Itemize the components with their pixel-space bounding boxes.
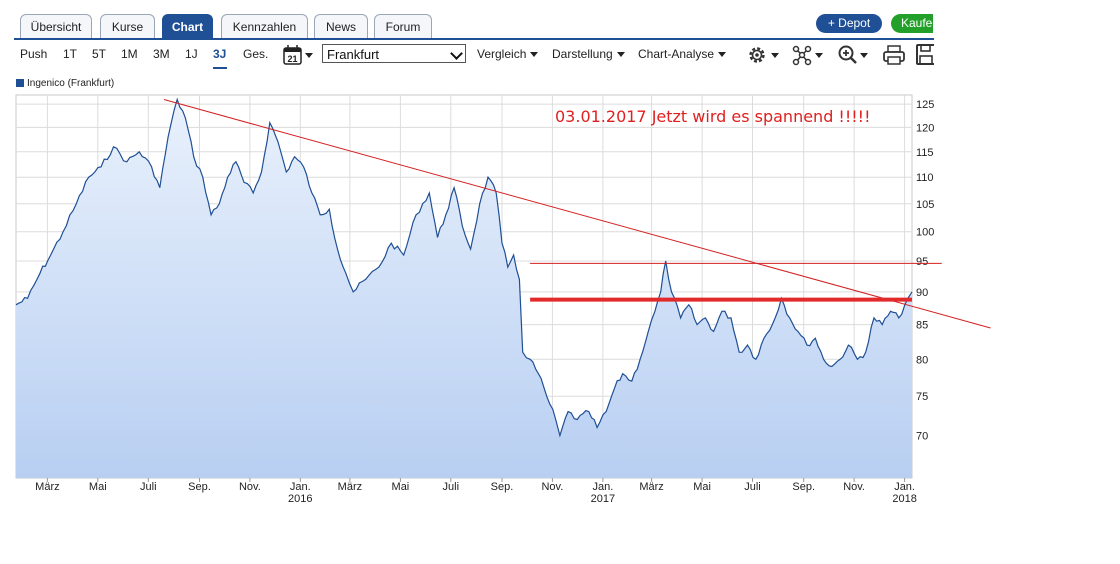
menu-vergleich[interactable]: Vergleich	[477, 47, 538, 61]
menu-darstellung[interactable]: Darstellung	[552, 47, 625, 61]
x-tick-label: Mai	[392, 481, 410, 493]
y-tick-label: 95	[916, 256, 928, 268]
chart-toolbar: Push 1T 5T 1M 3M 1J 3J Ges. 21 Vergleich…	[14, 42, 936, 70]
zoom-menu[interactable]	[835, 43, 871, 70]
x-tick-label: Jan.	[290, 481, 311, 493]
tab-forum[interactable]: Forum	[374, 14, 432, 38]
print-button[interactable]	[882, 43, 906, 70]
tab-kennzahlen[interactable]: Kennzahlen	[221, 14, 308, 38]
y-tick-label: 125	[916, 99, 934, 111]
x-tick-label: Jan.	[593, 481, 614, 493]
x-tick-label: Sep.	[188, 481, 211, 493]
tab-chart[interactable]: Chart	[162, 14, 213, 38]
active-period-underline	[213, 67, 227, 69]
x-tick-year: 2018	[892, 493, 916, 505]
x-tick-label: März	[35, 481, 59, 493]
x-tick-label: Sep.	[792, 481, 815, 493]
x-tick-year: 2017	[591, 493, 615, 505]
period-1m[interactable]: 1M	[121, 47, 138, 61]
y-tick-label: 85	[916, 320, 928, 332]
y-tick-label: 100	[916, 227, 934, 239]
period-gesamt[interactable]: Ges.	[243, 47, 269, 61]
y-tick-label: 80	[916, 354, 928, 366]
trend-line	[163, 99, 991, 329]
price-line	[15, 97, 913, 438]
legend-label: Ingenico (Frankfurt)	[27, 78, 115, 89]
x-tick-label: Juli	[744, 481, 761, 493]
period-5t[interactable]: 5T	[92, 47, 107, 61]
tab-kurse[interactable]: Kurse	[100, 14, 155, 38]
x-tick-label: Sep.	[491, 481, 514, 493]
y-tick-label: 90	[916, 287, 928, 299]
price-area	[16, 99, 912, 478]
add-to-depot-button[interactable]: + Depot	[816, 14, 882, 33]
y-tick-label: 120	[916, 122, 934, 134]
calendar-picker[interactable]: 21	[282, 44, 314, 69]
print-icon	[883, 45, 905, 65]
period-1t[interactable]: 1T	[63, 47, 78, 61]
zoom-icon	[838, 45, 868, 64]
exchange-select-value: Frankfurt	[327, 47, 380, 62]
x-tick-label: Mai	[693, 481, 711, 493]
calendar-day: 21	[287, 54, 297, 64]
annotation-text: 03.01.2017 Jetzt wird es spannend !!!!!	[555, 107, 871, 126]
tab-bar-rule	[14, 38, 934, 40]
buy-button[interactable]: Kaufen	[891, 14, 933, 33]
y-axis: 70 75 80 85 90 95 100 105 110 115 120 125	[916, 99, 934, 443]
period-push[interactable]: Push	[20, 47, 48, 61]
exchange-select[interactable]: Frankfurt	[322, 44, 466, 63]
period-1j[interactable]: 1J	[185, 47, 198, 61]
x-tick-label: März	[338, 481, 362, 493]
period-3m[interactable]: 3M	[153, 47, 170, 61]
tab-news[interactable]: News	[314, 14, 368, 38]
x-tick-label: Nov.	[239, 481, 261, 493]
x-tick-label: Nov.	[843, 481, 865, 493]
gear-icon	[749, 47, 779, 63]
period-3j[interactable]: 3J	[213, 47, 227, 61]
x-tick-label: Jan.	[894, 481, 915, 493]
tab-übersicht[interactable]: Übersicht	[20, 14, 92, 38]
y-tick-label: 75	[916, 391, 928, 403]
y-tick-label: 70	[916, 431, 928, 443]
x-tick-label: März	[639, 481, 663, 493]
network-icon	[792, 45, 823, 66]
y-tick-label: 105	[916, 199, 934, 211]
menu-chart-analyse[interactable]: Chart-Analyse	[638, 47, 726, 61]
y-tick-label: 115	[916, 147, 934, 159]
x-tick-label: Juli	[443, 481, 460, 493]
x-tick-label: Mai	[89, 481, 107, 493]
y-tick-label: 110	[916, 172, 934, 184]
indicators-menu[interactable]	[790, 43, 826, 70]
x-tick-label: Nov.	[541, 481, 563, 493]
x-tick-year: 2016	[288, 493, 312, 505]
legend-swatch	[16, 79, 24, 88]
x-tick-label: Juli	[140, 481, 157, 493]
analysis-annotations	[163, 99, 991, 329]
settings-menu[interactable]	[746, 43, 782, 70]
calendar-icon: 21	[283, 45, 313, 65]
chart-legend: Ingenico (Frankfurt)	[16, 78, 114, 89]
